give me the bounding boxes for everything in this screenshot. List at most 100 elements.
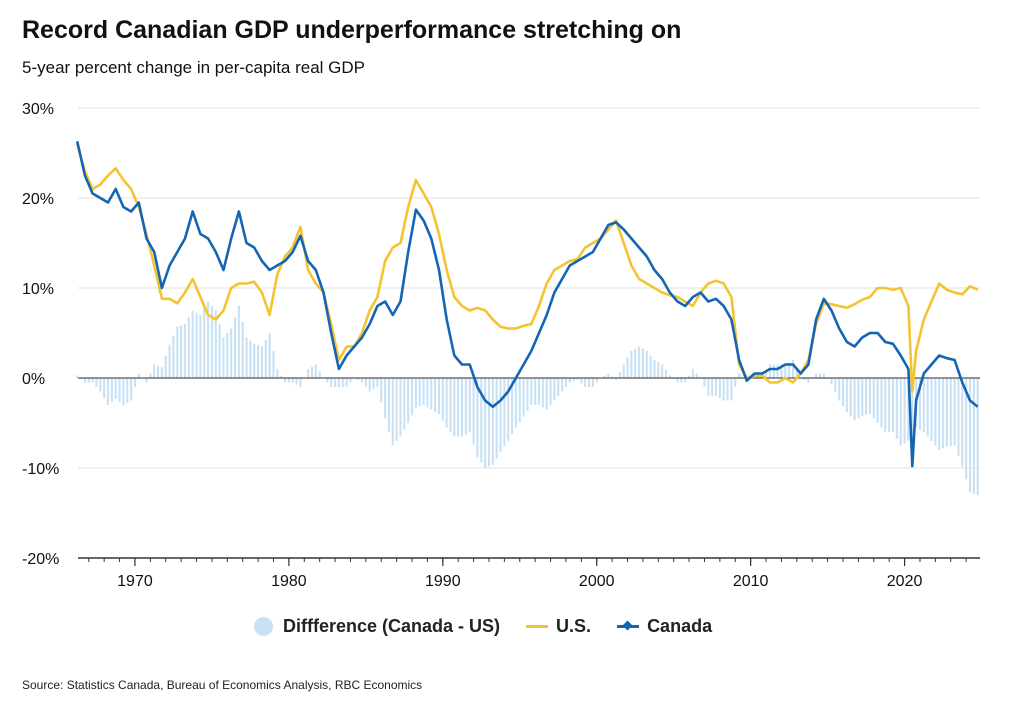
difference-bar (888, 378, 891, 432)
difference-bar (368, 378, 371, 392)
difference-bar (407, 378, 410, 423)
difference-bar (549, 378, 552, 405)
difference-bar (815, 373, 818, 378)
difference-bar (160, 367, 163, 378)
difference-bar (314, 364, 317, 378)
difference-bar (611, 376, 614, 378)
difference-bar (899, 378, 902, 446)
difference-bar (791, 360, 795, 378)
difference-bar (634, 348, 637, 378)
difference-bar (922, 378, 925, 432)
difference-bar (564, 378, 568, 387)
difference-bar (572, 378, 575, 382)
difference-bar (907, 378, 910, 441)
difference-bar (410, 378, 414, 416)
legend-label-difference: Diffference (Canada - US) (283, 616, 501, 636)
difference-bar (726, 378, 729, 401)
difference-bar (145, 378, 148, 383)
difference-bar (903, 378, 906, 444)
difference-bar (526, 378, 529, 411)
difference-bar (718, 378, 721, 399)
difference-bar (895, 378, 898, 439)
difference-bar (880, 378, 883, 428)
difference-bar (110, 378, 113, 402)
difference-bar (503, 378, 506, 447)
difference-bar (180, 325, 183, 378)
difference-bar (168, 344, 171, 378)
difference-bar (106, 378, 110, 405)
difference-bar (626, 357, 629, 378)
legend-marker-canada (622, 620, 633, 631)
difference-bar (176, 326, 179, 378)
difference-bar (372, 378, 375, 390)
difference-bar (941, 378, 945, 449)
difference-bar (122, 378, 125, 405)
difference-bar (326, 378, 329, 383)
difference-bar (341, 378, 344, 387)
difference-bar (657, 362, 660, 378)
difference-bar (776, 364, 779, 378)
difference-bar (449, 378, 452, 432)
difference-bar (641, 348, 644, 378)
chart-title: Record Canadian GDP underperformance str… (22, 16, 682, 44)
x-tick-label: 1980 (271, 573, 307, 590)
difference-bar (561, 378, 564, 392)
difference-bar (768, 364, 771, 378)
difference-bar (961, 378, 964, 467)
difference-bar (926, 378, 929, 437)
difference-bar (445, 378, 448, 428)
difference-bar (434, 378, 437, 412)
difference-bar (918, 378, 922, 430)
legend-label-canada: Canada (647, 616, 713, 636)
difference-bar (195, 312, 198, 378)
x-tick-label: 2010 (733, 573, 769, 590)
difference-bar (318, 371, 321, 378)
difference-bar (968, 378, 972, 493)
y-tick-label: -10% (22, 461, 59, 478)
legend-item-us: U.S. (526, 616, 591, 637)
difference-bar (114, 378, 117, 399)
difference-bar (691, 369, 694, 378)
difference-bar (103, 378, 106, 399)
y-tick-label: -20% (22, 551, 59, 568)
difference-bar (226, 333, 229, 378)
difference-bar (384, 378, 387, 419)
difference-bar (530, 378, 533, 405)
difference-bar (337, 378, 340, 387)
difference-bar (534, 378, 537, 405)
difference-bar (949, 378, 952, 446)
difference-bar (957, 378, 960, 456)
difference-bar (822, 373, 825, 378)
difference-bar (87, 378, 90, 383)
difference-bar (395, 378, 398, 441)
source-note: Source: Statistics Canada, Bureau of Eco… (22, 678, 423, 692)
difference-bar (403, 378, 406, 430)
difference-bar (91, 378, 94, 383)
difference-bar (149, 373, 152, 378)
difference-bar (241, 321, 244, 378)
x-tick-label: 2000 (579, 573, 615, 590)
difference-bar (795, 369, 798, 378)
difference-bar (587, 378, 591, 387)
legend-swatch-difference (254, 617, 273, 636)
difference-bar (861, 378, 864, 416)
difference-bar (310, 366, 314, 378)
difference-bar (618, 372, 621, 378)
difference-bar (764, 370, 768, 378)
difference-bar (976, 378, 979, 495)
chart-subtitle: 5-year percent change in per-capita real… (22, 58, 366, 77)
difference-bar (576, 378, 579, 380)
difference-bar (838, 378, 841, 401)
difference-bar (476, 378, 479, 458)
difference-bar (268, 333, 271, 378)
difference-bar (884, 378, 887, 432)
difference-bar (676, 378, 679, 383)
difference-bar (845, 378, 848, 413)
difference-bar (830, 378, 833, 385)
difference-bar (214, 310, 217, 378)
difference-bar (172, 335, 175, 378)
difference-bar (680, 378, 683, 383)
difference-bar (291, 378, 294, 383)
difference-bar (203, 308, 206, 378)
difference-bar (230, 328, 233, 378)
